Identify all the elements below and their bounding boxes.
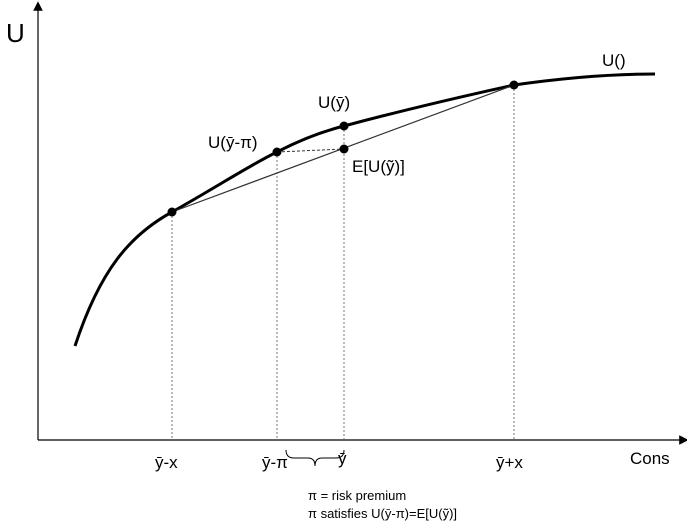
utility-curve: [73, 72, 656, 347]
point-ybar: [339, 121, 349, 131]
certainty-equivalent-dash: [276, 148, 345, 153]
curve-label: U(): [602, 51, 626, 70]
x-axis-label: Cons: [630, 449, 670, 468]
label-u-ybar-minus-pi: U(ȳ-π): [208, 133, 258, 152]
note-risk-premium: π = risk premium: [308, 488, 406, 503]
point-ybar-minus-x: [167, 207, 177, 217]
label-expected-utility: E[U(ỹ)]: [352, 157, 405, 176]
tick-ybar-plus-x: ȳ+x: [496, 453, 523, 472]
tick-ybar: ȳ: [338, 449, 347, 468]
point-ybar-plus-x: [509, 80, 519, 90]
tick-ybar-minus-pi: ȳ-π: [262, 453, 288, 472]
risk-premium-brace: [285, 449, 345, 467]
note-risk-premium-condition: π satisfies U(ȳ-π)=E[U(ỹ)]: [308, 506, 457, 521]
tick-ybar-minus-x: ȳ-x: [155, 453, 178, 472]
point-expected-utility: [339, 144, 349, 154]
label-u-ybar: U(ȳ): [318, 93, 350, 112]
point-ybar-minus-pi: [272, 147, 282, 157]
y-axis-label: U: [6, 18, 25, 48]
